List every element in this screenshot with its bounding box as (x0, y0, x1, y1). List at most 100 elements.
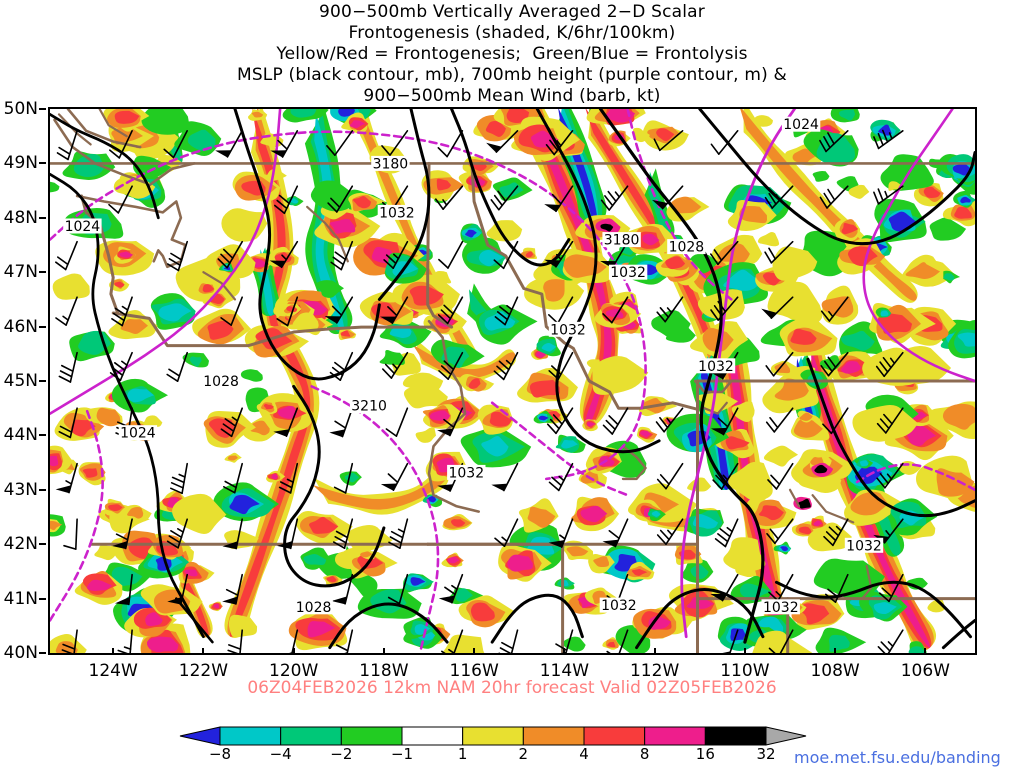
shading-blob (847, 246, 878, 267)
boundary-line (861, 564, 873, 600)
wind-barb (486, 129, 519, 153)
shading-blob (848, 184, 870, 199)
wind-barb (820, 351, 849, 377)
wind-barb (273, 407, 299, 438)
colorbar-band (280, 726, 342, 746)
height-contour-line (490, 401, 629, 497)
shading-blob (429, 410, 451, 421)
shading-blob (481, 435, 509, 457)
mslp-contour-line (490, 593, 584, 644)
shading-blob (792, 148, 816, 165)
shading-blob (841, 361, 862, 374)
wind-barb (602, 518, 629, 548)
svg-text:1028: 1028 (669, 240, 705, 256)
svg-text:1032: 1032 (448, 465, 484, 481)
boundary-line (693, 379, 733, 394)
mslp-contour-line (535, 109, 661, 454)
title-line-2: Frontogenesis (shaded, K/6hr/100km) (348, 23, 676, 43)
lon-tick-label: 124W (88, 661, 138, 681)
shading-blob (507, 554, 533, 572)
lon-tick-label: 108W (810, 661, 860, 681)
shading-blob (752, 630, 813, 653)
watermark-link[interactable]: moe.met.fsu.edu/banding (794, 748, 1001, 767)
title-line-5: 900−500mb Mean Wind (barb, kt) (363, 86, 661, 106)
shading-blob (543, 279, 565, 302)
wind-barb (109, 351, 133, 382)
lon-tick-label: 122W (178, 661, 229, 681)
boundary-line (53, 118, 147, 184)
wind-barb (548, 518, 574, 549)
shading-blob (600, 223, 614, 232)
wind-barb (548, 351, 574, 380)
mslp-contour-label: 1028 (667, 239, 706, 256)
shading-blob (96, 407, 121, 427)
mslp-contour-line (328, 602, 449, 650)
map-plot-area[interactable]: 1024 1024 1028 1028 1024 1028 1032 1032 1032 1032… (48, 107, 977, 655)
shading-blob (271, 473, 278, 480)
shading-blob (814, 464, 828, 474)
shading-blob (485, 121, 506, 137)
wind-barb (381, 351, 409, 379)
shading-blob (838, 109, 856, 121)
chart-title-block: 900−500mb Vertically Averaged 2−D Scalar… (0, 2, 1024, 107)
lat-tick-mark (39, 543, 46, 546)
wind-barb (546, 407, 574, 435)
lat-tick-label: 50N (3, 99, 38, 119)
shading-blob (880, 310, 889, 317)
frontogenesis-contour-fill (585, 109, 720, 365)
boundary-line (788, 488, 801, 508)
shading-blob (632, 127, 650, 143)
shading-blob (55, 641, 78, 653)
svg-text:1024: 1024 (783, 117, 819, 133)
wind-barb (820, 296, 849, 322)
wind-barb (875, 351, 904, 378)
wind-barb (656, 462, 684, 490)
svg-text:1028: 1028 (296, 600, 332, 616)
wind-barb (824, 573, 849, 603)
wind-barb (326, 129, 354, 157)
lon-tick-mark (834, 648, 837, 655)
boundary-line (202, 271, 237, 301)
shading-blob (263, 403, 274, 410)
svg-text:1028: 1028 (203, 374, 239, 390)
title-line-3: Yellow/Red = Frontogenesis; Green/Blue =… (276, 44, 748, 64)
wind-barb (115, 573, 133, 606)
shading-blob (120, 319, 148, 334)
svg-text:1024: 1024 (120, 426, 156, 442)
shading-blob (441, 346, 470, 368)
wind-barb (332, 518, 354, 550)
shading-blob (50, 455, 59, 467)
shading-blob (207, 320, 234, 340)
svg-text:1032: 1032 (601, 598, 637, 614)
latitude-axis: 50N 49N 48N 47N 46N 45N 44N 43N 42N 41N 40N (0, 99, 46, 663)
wind-barb (822, 407, 849, 435)
wind-barb (437, 129, 464, 158)
shading-blob (111, 125, 143, 145)
wind-barb (494, 518, 519, 548)
wind-barb (600, 185, 629, 211)
mslp-contour-label: 1028 (294, 599, 333, 616)
shading-blob (592, 356, 649, 395)
wind-barb (380, 296, 409, 324)
shading-blob (415, 427, 436, 443)
shading-blob (127, 506, 144, 519)
wind-barb (819, 129, 849, 153)
colorbar-tick-label: 8 (639, 745, 650, 763)
shading-blob (723, 537, 766, 572)
wind-barb (606, 629, 629, 653)
shading-blob (735, 562, 756, 578)
wind-barb (223, 462, 243, 494)
wind-barb (602, 407, 629, 435)
shading-blob (799, 412, 813, 421)
mslp-contour-label: 1024 (781, 116, 821, 133)
mslp-contour-line (862, 109, 975, 383)
shading-blob (905, 262, 940, 279)
shading-blob (127, 388, 154, 403)
shading-blob (82, 468, 98, 478)
frontogenesis-contour-fill (740, 109, 917, 301)
shading-blob (631, 569, 648, 576)
shading-blob (665, 256, 686, 270)
mslp-contour-line (680, 109, 796, 639)
wind-barb (876, 407, 904, 434)
